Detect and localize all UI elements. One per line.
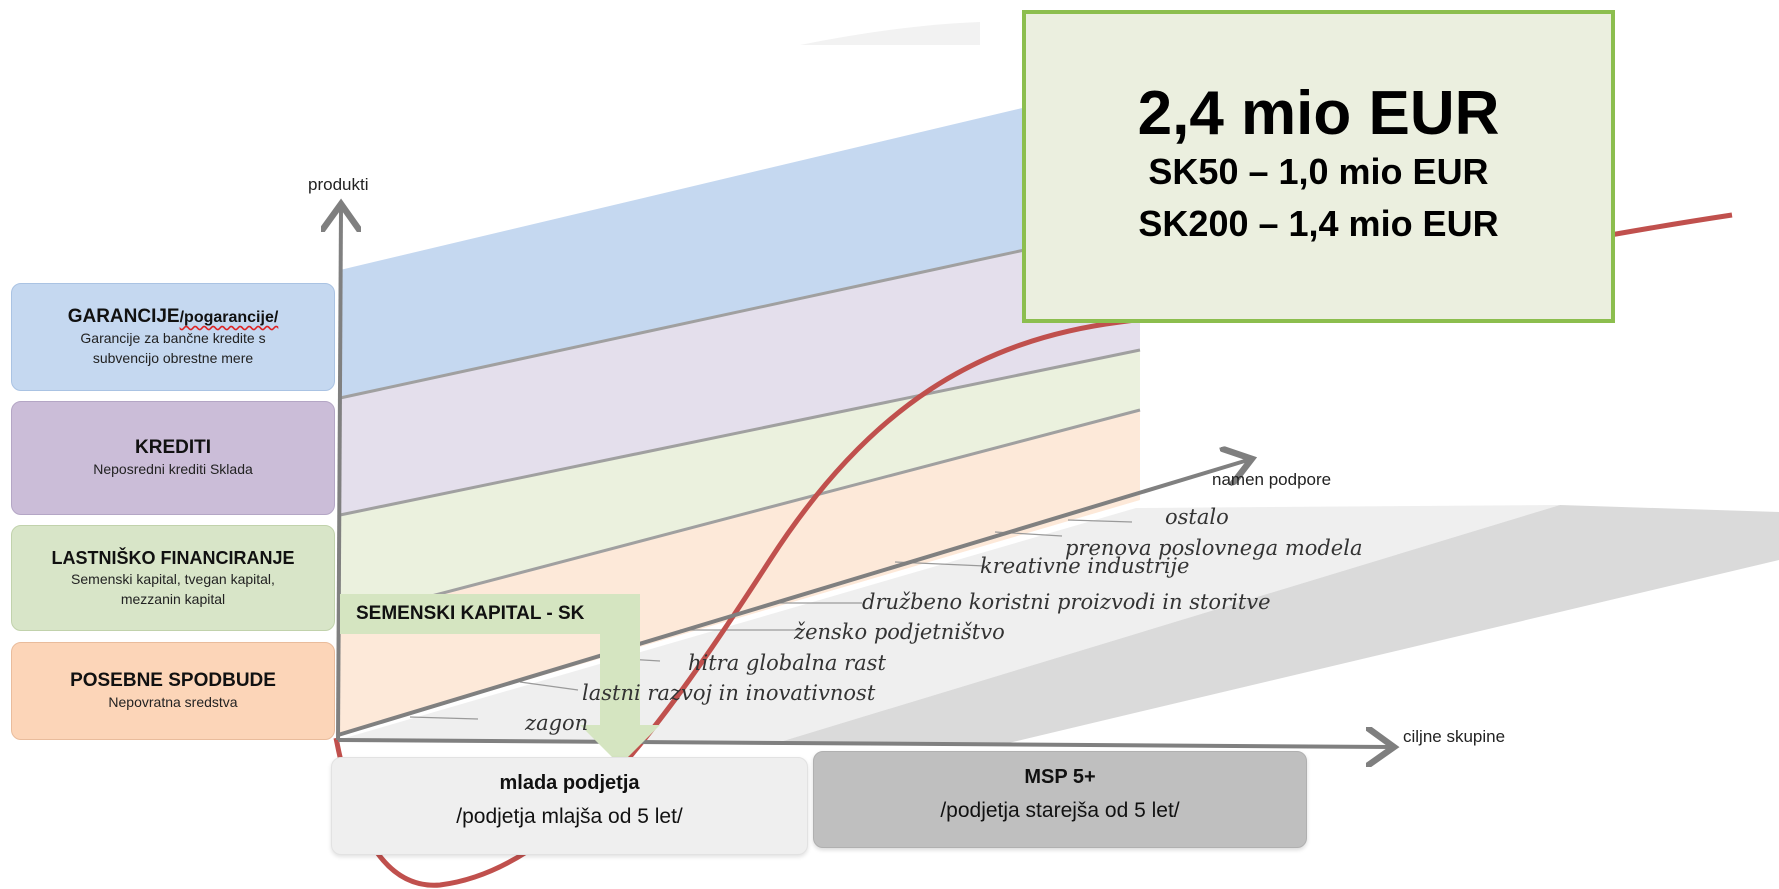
target-group-msp: MSP 5+ /podjetja starejša od 5 let/ (813, 751, 1307, 848)
z-axis-label: namen podpore (1212, 470, 1332, 489)
z-axis (337, 460, 1248, 737)
product-title: KREDITI (135, 437, 211, 458)
x-axis-label: ciljne skupine (1403, 727, 1506, 746)
target-group-subtitle: /podjetja starejša od 5 let/ (940, 799, 1180, 822)
band-separator (339, 408, 1141, 622)
band-garancije (340, 80, 1140, 398)
decorative-arc (800, 22, 980, 45)
product-title: LASTNIŠKO FINANCIRANJE (51, 547, 295, 568)
band-separator (339, 348, 1141, 517)
purpose-label: ostalo (1165, 505, 1229, 529)
plane-msp (770, 505, 1779, 745)
product-subtitle: Semenski kapital, tvegan kapital, mezzan… (71, 570, 275, 607)
y-axis-label: produkti (308, 175, 369, 194)
purpose-label: prenova poslovnega modela (1065, 536, 1363, 560)
x-axis (337, 740, 1390, 747)
product-krediti: KREDITI Neposredni krediti Sklada (11, 401, 335, 515)
band-krediti (340, 225, 1140, 515)
product-title: GARANCIJE/pogarancije/ (67, 306, 279, 327)
purpose-label: družbeno koristni proizvodi in storitve (862, 590, 1271, 614)
band-posebne (340, 410, 1140, 735)
funding-sk200: SK200 – 1,4 mio EUR (1138, 203, 1499, 244)
target-group-mlada: mlada podjetja /podjetja mlajša od 5 let… (331, 757, 808, 855)
product-subtitle: Garancije za bančne kredite s subvencijo… (80, 330, 266, 366)
y-axis (338, 208, 341, 741)
product-title: POSEBNE SPODBUDE (70, 670, 276, 691)
product-lastnisko: LASTNIŠKO FINANCIRANJE Semenski kapital,… (11, 525, 335, 631)
product-garancije: GARANCIJE/pogarancije/ Garancije za banč… (11, 283, 335, 391)
funding-total: 2,4 mio EUR (1137, 79, 1500, 148)
purpose-label: hitra globalna rast (688, 651, 886, 675)
purpose-label: kreativne industrije (980, 554, 1190, 578)
funding-highlight-box: 2,4 mio EUR SK50 – 1,0 mio EUR SK200 – 1… (1022, 10, 1615, 323)
band-lastnisko (340, 350, 1140, 620)
seed-capital-label: SEMENSKI KAPITAL - SK (340, 594, 640, 634)
target-group-title: mlada podjetja (499, 772, 640, 794)
seed-capital-arrow (580, 633, 660, 765)
purpose-label: lastni razvoj in inovativnost (582, 681, 876, 705)
plane-young (338, 505, 1560, 745)
product-subtitle: Neposredni krediti Sklada (93, 461, 253, 477)
funding-sk50: SK50 – 1,0 mio EUR (1148, 151, 1489, 192)
product-subtitle: Nepovratna sredstva (108, 694, 238, 710)
band-separator (339, 223, 1141, 400)
product-title-suffix: /pogarancije/ (179, 309, 279, 326)
product-posebne: POSEBNE SPODBUDE Nepovratna sredstva (11, 642, 335, 740)
target-group-title: MSP 5+ (1024, 766, 1096, 788)
purpose-label: žensko podjetništvo (794, 620, 1005, 644)
purpose-label: zagon (525, 711, 589, 735)
target-group-subtitle: /podjetja mlajša od 5 let/ (456, 805, 683, 828)
